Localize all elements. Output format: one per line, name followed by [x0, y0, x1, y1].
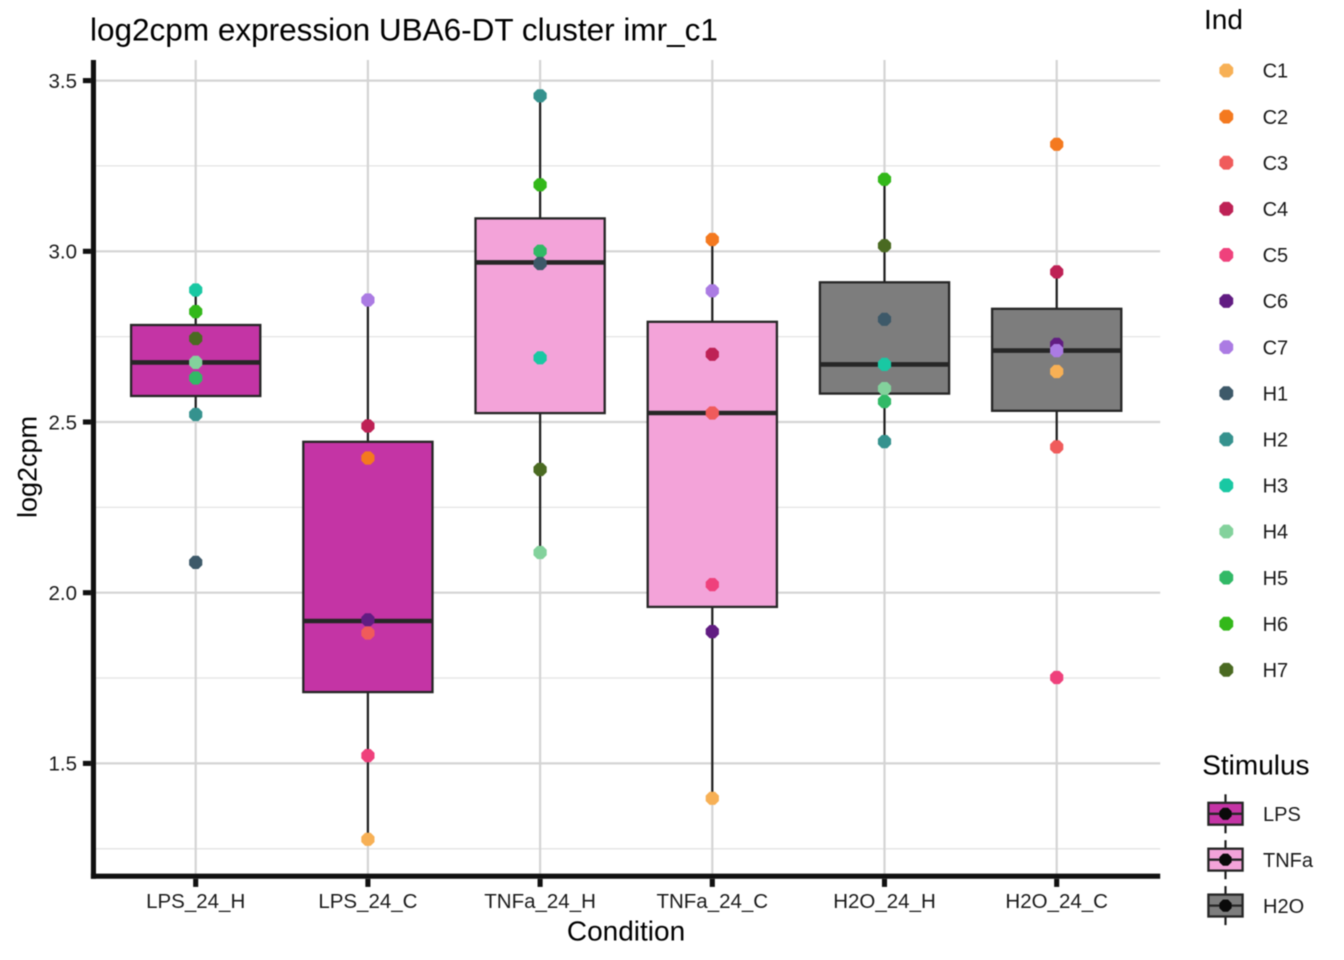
svg-text:LPS: LPS [1263, 804, 1301, 826]
svg-text:C5: C5 [1263, 245, 1289, 267]
svg-text:H5: H5 [1263, 568, 1289, 590]
svg-text:LPS_24_C: LPS_24_C [318, 890, 417, 913]
svg-text:C2: C2 [1263, 107, 1289, 129]
svg-text:C1: C1 [1263, 61, 1289, 83]
svg-text:H6: H6 [1263, 614, 1289, 636]
svg-text:H3: H3 [1263, 476, 1289, 498]
svg-text:TNFa: TNFa [1263, 850, 1314, 872]
svg-text:Stimulus: Stimulus [1202, 749, 1309, 780]
svg-text:2.5: 2.5 [49, 411, 78, 434]
svg-text:H2: H2 [1263, 430, 1289, 452]
svg-text:H4: H4 [1263, 522, 1289, 544]
svg-text:Condition: Condition [567, 916, 685, 947]
svg-text:C4: C4 [1263, 199, 1289, 221]
svg-text:log2cpm expression UBA6-DT clu: log2cpm expression UBA6-DT cluster imr_c… [90, 11, 718, 47]
svg-text:C7: C7 [1263, 337, 1289, 359]
svg-text:H2O_24_C: H2O_24_C [1005, 890, 1108, 913]
svg-text:log2cpm: log2cpm [13, 416, 43, 518]
svg-text:H2O: H2O [1263, 896, 1304, 918]
svg-text:LPS_24_H: LPS_24_H [146, 890, 245, 913]
svg-text:1.5: 1.5 [49, 753, 78, 776]
svg-text:C6: C6 [1263, 291, 1289, 313]
svg-text:3.5: 3.5 [49, 70, 78, 93]
svg-text:C3: C3 [1263, 153, 1289, 175]
svg-text:H2O_24_H: H2O_24_H [833, 890, 936, 913]
svg-text:2.0: 2.0 [49, 582, 78, 605]
svg-text:H7: H7 [1263, 660, 1289, 682]
svg-text:TNFa_24_H: TNFa_24_H [484, 890, 596, 913]
svg-text:TNFa_24_C: TNFa_24_C [656, 890, 768, 913]
svg-text:H1: H1 [1263, 383, 1289, 405]
svg-text:Ind: Ind [1204, 4, 1243, 35]
svg-text:3.0: 3.0 [49, 241, 78, 264]
